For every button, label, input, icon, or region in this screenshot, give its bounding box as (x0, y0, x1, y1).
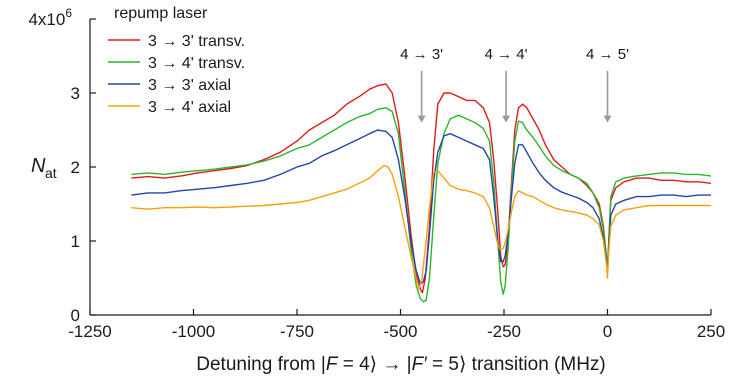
legend-title: repump laser (114, 5, 208, 22)
y-tick-label: 4x106 (28, 6, 72, 29)
x-tick-label: 250 (697, 322, 725, 341)
x-tick-label: -1250 (68, 322, 111, 341)
y-tick-label: 2 (71, 158, 80, 177)
x-axis-title-F: F (326, 354, 339, 375)
transition-arrow-head-3 (603, 115, 612, 123)
series-layer (131, 83, 712, 303)
transition-arrow-head-1 (417, 115, 426, 123)
y-tick-label: 1 (71, 232, 80, 251)
y-axis-ticks: 0 1 2 3 4x106 (28, 6, 96, 325)
y-tick-label: 0 (71, 306, 80, 325)
transition-label-2: 4 → 4' (485, 46, 528, 63)
legend-label-1: 3 → 3' transv. (148, 33, 245, 50)
x-tick-label: -250 (487, 322, 521, 341)
x-axis-title-arrow: ⟩ → | (370, 354, 412, 375)
x-axis-title-prefix: Detuning from | (196, 354, 326, 375)
y-axis-title: N at (31, 155, 57, 181)
transition-arrow-head-2 (502, 115, 511, 123)
x-tick-label: -750 (280, 322, 314, 341)
x-axis-title-suffix: ⟩ transition (MHz) (459, 354, 606, 375)
transition-annotations: 4 → 3' 4 → 4' 4 → 5' (400, 46, 629, 123)
x-axis-title-mid2: = 5 (427, 354, 459, 375)
series-line-4 (131, 164, 711, 290)
x-tick-label: -500 (383, 322, 417, 341)
y-axis-title-main: N (31, 155, 46, 177)
x-axis-ticks: -1250 -1000 -750 -500 -250 0 250 (68, 309, 725, 341)
y-tick-label: 3 (71, 84, 80, 103)
x-axis-title: Detuning from |F = 4⟩ → |F′ = 5⟩ transit… (196, 354, 606, 375)
transition-label-1: 4 → 3' (400, 46, 443, 63)
x-axis-title-Fprime: F′ (412, 354, 429, 375)
x-axis-title-mid1: = 4 (337, 354, 370, 375)
plot-area: -1250 -1000 -750 -500 -250 0 250 0 1 2 3 4x106 4 →… (28, 6, 725, 341)
y-axis-title-subscript: at (45, 165, 57, 181)
series-line-2 (131, 107, 712, 303)
transition-label-3: 4 → 5' (586, 46, 629, 63)
x-tick-label: -1000 (172, 322, 215, 341)
legend-label-3: 3 → 3' axial (148, 77, 231, 94)
legend: repump laser 3 → 3' transv. 3 → 4' transv… (108, 5, 245, 116)
x-tick-label: 0 (603, 322, 612, 341)
legend-label-2: 3 → 4' transv. (148, 55, 245, 72)
legend-label-4: 3 → 4' axial (148, 99, 231, 116)
